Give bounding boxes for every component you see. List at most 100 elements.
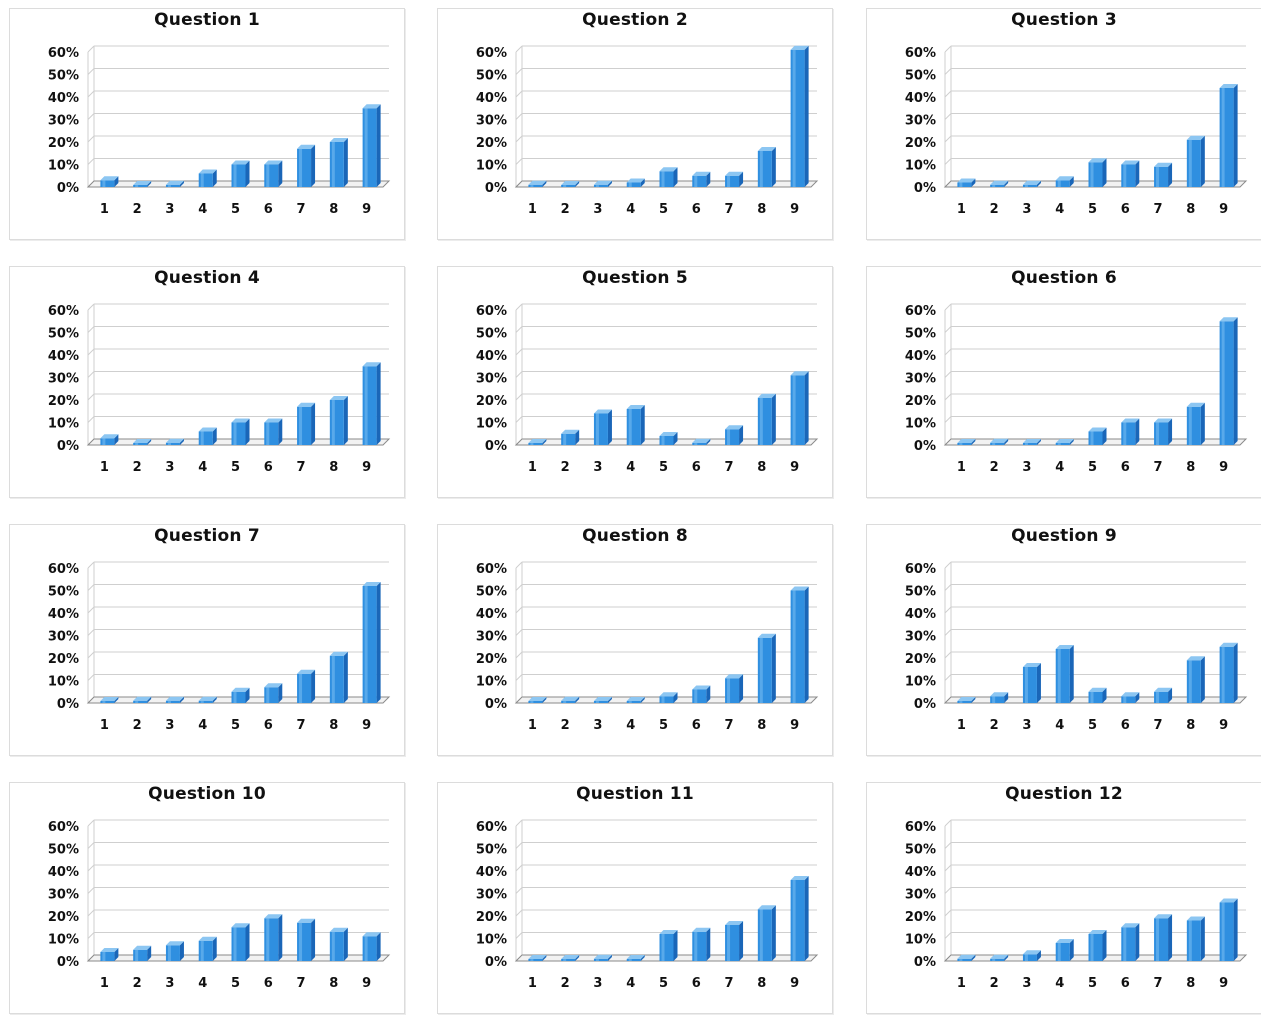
y-tick-label: 10% bbox=[476, 675, 507, 690]
chart-panel: Question 4 0% 10% 20% 30% 40% 50% 60% 1 2 3 4 5 6 7 8 9 bbox=[9, 266, 405, 498]
y-tick-label: 40% bbox=[905, 865, 936, 880]
y-tick-label: 30% bbox=[905, 630, 936, 645]
bar bbox=[1088, 930, 1107, 961]
x-tick-label: 5 bbox=[231, 460, 240, 475]
x-tick-label: 9 bbox=[362, 718, 371, 733]
bar bbox=[561, 181, 580, 187]
bar bbox=[231, 923, 250, 961]
y-tick-label: 0% bbox=[57, 697, 79, 712]
gridline-side bbox=[944, 842, 952, 849]
bar bbox=[297, 144, 316, 187]
x-tick-label: 3 bbox=[593, 718, 602, 733]
x-tick-label: 2 bbox=[561, 202, 570, 217]
bar bbox=[231, 160, 250, 187]
x-tick-label: 3 bbox=[593, 460, 602, 475]
x-tick-label: 4 bbox=[626, 718, 635, 733]
x-tick-label: 7 bbox=[725, 202, 734, 217]
x-tick-label: 6 bbox=[1121, 460, 1130, 475]
y-tick-label: 20% bbox=[905, 652, 936, 667]
y-tick-label: 30% bbox=[476, 888, 507, 903]
gridline-side bbox=[944, 45, 952, 53]
bar bbox=[1088, 687, 1107, 703]
y-tick-label: 50% bbox=[48, 843, 79, 858]
x-tick-label: 5 bbox=[1088, 460, 1097, 475]
y-tick-label: 50% bbox=[905, 585, 936, 600]
bar bbox=[297, 669, 316, 703]
gridline-side bbox=[515, 158, 523, 165]
x-tick-label: 5 bbox=[231, 976, 240, 991]
bar bbox=[659, 692, 678, 703]
y-tick-label: 0% bbox=[57, 439, 79, 454]
y-tick-label: 0% bbox=[57, 955, 79, 970]
gridline-side bbox=[87, 45, 95, 53]
bar bbox=[329, 927, 348, 961]
y-tick-label: 50% bbox=[48, 327, 79, 342]
bar bbox=[659, 167, 678, 187]
x-tick-label: 5 bbox=[1088, 718, 1097, 733]
bar bbox=[626, 405, 645, 445]
x-tick-label: 5 bbox=[659, 202, 668, 217]
x-tick-label: 6 bbox=[692, 976, 701, 991]
y-tick-label: 60% bbox=[48, 820, 79, 835]
gridline-side bbox=[944, 416, 952, 423]
gridline-side bbox=[515, 561, 523, 569]
x-tick-label: 2 bbox=[990, 460, 999, 475]
x-tick-label: 7 bbox=[1154, 718, 1163, 733]
bar bbox=[165, 941, 184, 961]
x-tick-label: 4 bbox=[626, 976, 635, 991]
bar bbox=[231, 418, 250, 445]
bar bbox=[133, 945, 152, 961]
x-tick-label: 4 bbox=[1055, 202, 1064, 217]
bar bbox=[692, 438, 711, 445]
bar bbox=[264, 418, 283, 445]
y-tick-label: 20% bbox=[48, 136, 79, 151]
chart-title: Question 9 bbox=[1011, 526, 1117, 546]
x-tick-label: 3 bbox=[1022, 976, 1031, 991]
chart-title: Question 5 bbox=[582, 268, 688, 288]
bar bbox=[528, 439, 547, 445]
bar bbox=[626, 697, 645, 703]
x-tick-label: 1 bbox=[528, 202, 537, 217]
x-tick-label: 2 bbox=[133, 460, 142, 475]
bar bbox=[593, 409, 612, 445]
x-tick-label: 6 bbox=[264, 718, 273, 733]
x-tick-label: 8 bbox=[757, 460, 766, 475]
bar bbox=[1219, 317, 1238, 445]
gridline-side bbox=[87, 561, 95, 569]
bar bbox=[725, 674, 744, 703]
bar bbox=[1219, 84, 1238, 187]
x-tick-label: 5 bbox=[1088, 202, 1097, 217]
gridline-side bbox=[87, 864, 95, 872]
bar-chart: 0% 10% 20% 30% 40% 50% 60% 1 2 3 4 5 6 7 8 9 bbox=[905, 303, 1248, 475]
x-tick-label: 3 bbox=[1022, 460, 1031, 475]
bar bbox=[528, 955, 547, 961]
bar-chart: 0% 10% 20% 30% 40% 50% 60% 1 2 3 4 5 6 7 8 9 bbox=[476, 561, 819, 733]
y-tick-label: 20% bbox=[905, 910, 936, 925]
x-tick-label: 4 bbox=[198, 718, 207, 733]
bar bbox=[757, 633, 776, 703]
gridline-side bbox=[515, 606, 523, 614]
x-tick-label: 2 bbox=[990, 202, 999, 217]
y-tick-label: 40% bbox=[48, 91, 79, 106]
gridline-side bbox=[87, 842, 95, 849]
bar bbox=[1186, 916, 1205, 961]
x-tick-label: 2 bbox=[990, 718, 999, 733]
x-tick-label: 6 bbox=[1121, 202, 1130, 217]
bar bbox=[1121, 923, 1140, 961]
bar bbox=[133, 439, 152, 445]
chart-title: Question 6 bbox=[1011, 268, 1117, 288]
x-tick-label: 9 bbox=[790, 202, 799, 217]
gridline-side bbox=[87, 371, 95, 378]
gridline-side bbox=[515, 113, 523, 120]
x-tick-label: 3 bbox=[165, 718, 174, 733]
y-tick-label: 30% bbox=[48, 888, 79, 903]
gridline-side bbox=[944, 158, 952, 165]
x-tick-label: 9 bbox=[1219, 202, 1228, 217]
y-tick-label: 10% bbox=[905, 159, 936, 174]
y-tick-label: 10% bbox=[905, 675, 936, 690]
bar bbox=[957, 439, 976, 445]
gridline-side bbox=[515, 651, 523, 659]
gridline-side bbox=[87, 651, 95, 659]
x-tick-label: 7 bbox=[297, 460, 306, 475]
x-tick-label: 1 bbox=[957, 202, 966, 217]
